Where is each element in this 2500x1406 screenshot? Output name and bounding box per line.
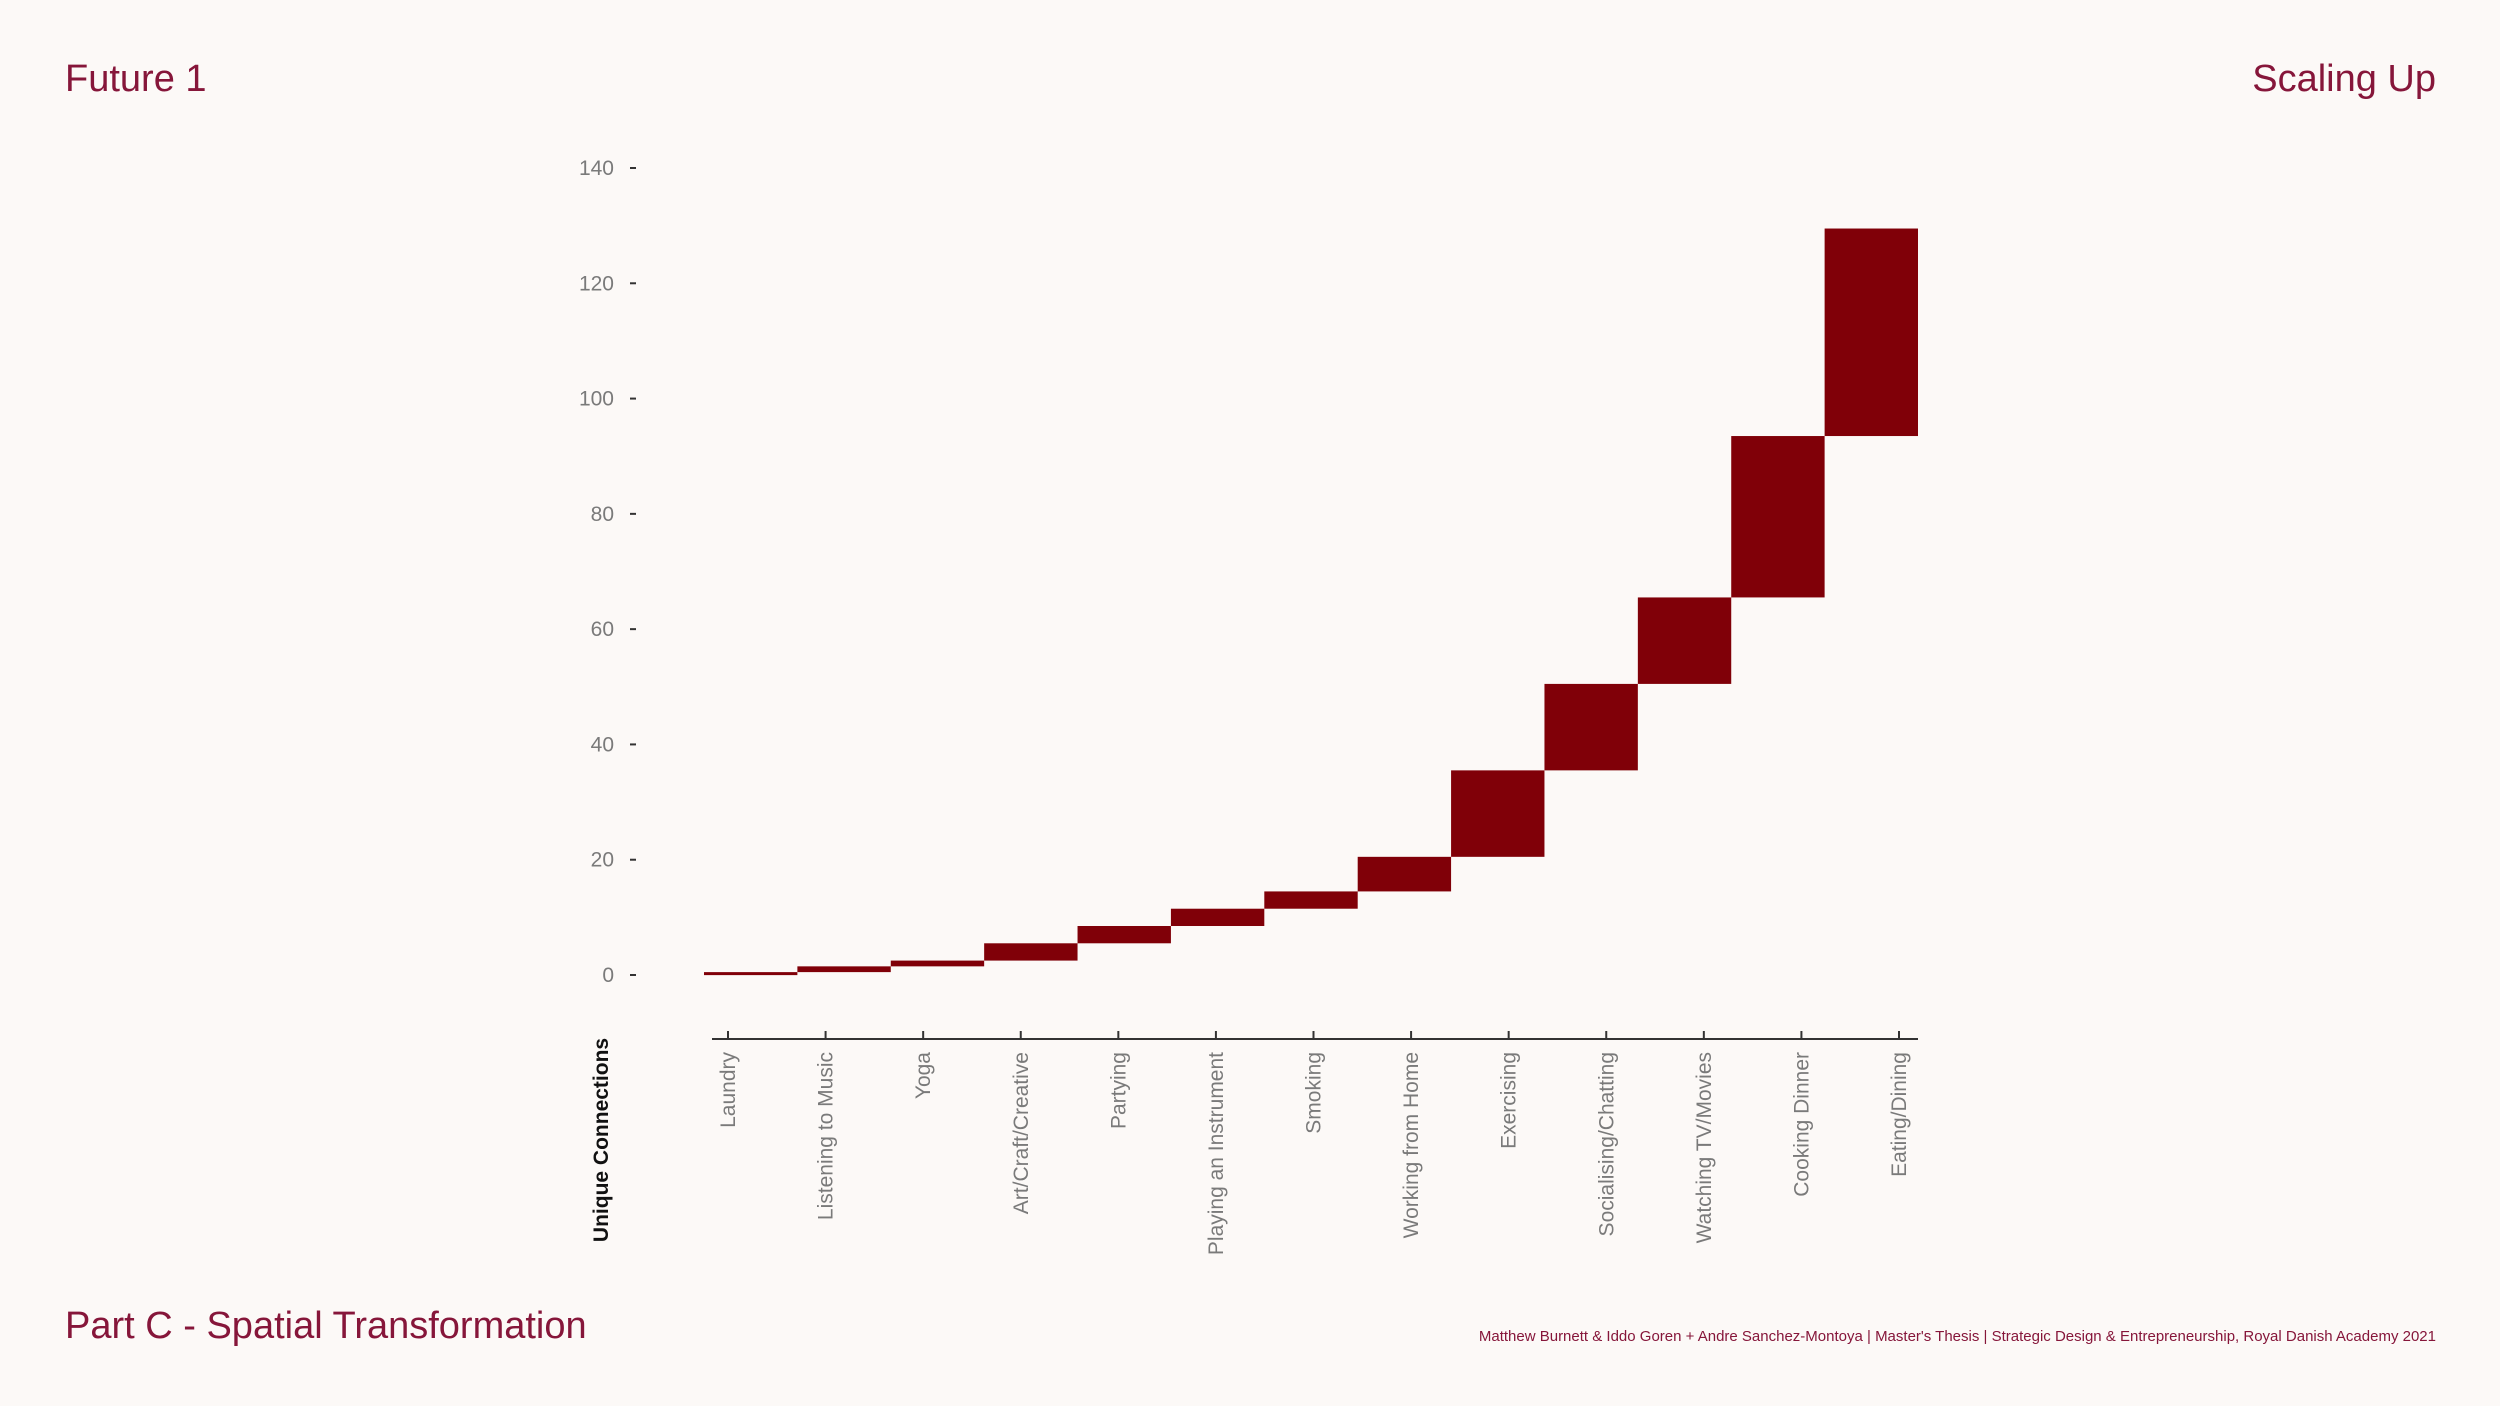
y-tick-label: 100 bbox=[579, 388, 614, 411]
bar-partying bbox=[1077, 926, 1171, 944]
bar-working-from-home bbox=[1357, 856, 1452, 892]
y-tick-label: 80 bbox=[591, 503, 614, 526]
bar-socialising-chatting bbox=[1544, 683, 1638, 771]
x-tick-label: Watching TV/Movies bbox=[1693, 1052, 1716, 1243]
x-tick-label: Socialising/Chatting bbox=[1595, 1052, 1618, 1236]
section-title: Part C - Spatial Transformation bbox=[65, 1305, 587, 1347]
page-title-left: Future 1 bbox=[65, 58, 207, 100]
x-tick-label: Partying bbox=[1107, 1052, 1130, 1129]
bar-art-craft-creative bbox=[984, 943, 1078, 961]
x-tick-label: Working from Home bbox=[1400, 1052, 1423, 1238]
x-tick-label: Cooking Dinner bbox=[1790, 1052, 1813, 1197]
bar-cooking-dinner bbox=[1731, 436, 1825, 598]
x-tick-label: Eating/Dining bbox=[1888, 1052, 1911, 1177]
x-tick-label: Art/Craft/Creative bbox=[1010, 1052, 1033, 1214]
y-tick-label: 140 bbox=[579, 157, 614, 180]
x-tick-label: Exercising bbox=[1498, 1052, 1521, 1149]
bar-smoking bbox=[1264, 891, 1358, 909]
credits-text: Matthew Burnett & Iddo Goren + Andre San… bbox=[1478, 1328, 2436, 1345]
bar-laundry bbox=[704, 972, 798, 976]
y-tick-label: 20 bbox=[591, 849, 614, 872]
page-title-right: Scaling Up bbox=[2252, 58, 2436, 100]
y-tick-label: 60 bbox=[591, 618, 614, 641]
x-tick-label: Playing an Instrument bbox=[1205, 1052, 1228, 1255]
bar-exercising bbox=[1451, 770, 1545, 857]
x-tick-label: Yoga bbox=[912, 1052, 935, 1099]
bar-eating-dining bbox=[1824, 228, 1918, 437]
bar-watching-tv-movies bbox=[1637, 597, 1732, 684]
x-axis: Laundry Listening to Music Yoga Art/Craft/C… bbox=[712, 1031, 1918, 1255]
y-tick-label: 40 bbox=[591, 733, 614, 756]
y-axis-title: Unique Connections bbox=[590, 1038, 613, 1242]
y-tick-label: 120 bbox=[579, 272, 614, 295]
x-tick-label: Listening to Music bbox=[815, 1052, 838, 1220]
chart-bars bbox=[704, 228, 1918, 976]
bar-listening-to-music bbox=[797, 966, 891, 973]
bar-playing-an-instrument bbox=[1170, 908, 1265, 927]
y-tick-label: 0 bbox=[602, 964, 614, 987]
y-axis: 0 20 40 60 80 100 120 140 bbox=[579, 157, 636, 987]
x-tick-label: Smoking bbox=[1303, 1052, 1326, 1134]
bar-yoga bbox=[890, 960, 985, 967]
x-tick-label: Laundry bbox=[717, 1052, 740, 1128]
